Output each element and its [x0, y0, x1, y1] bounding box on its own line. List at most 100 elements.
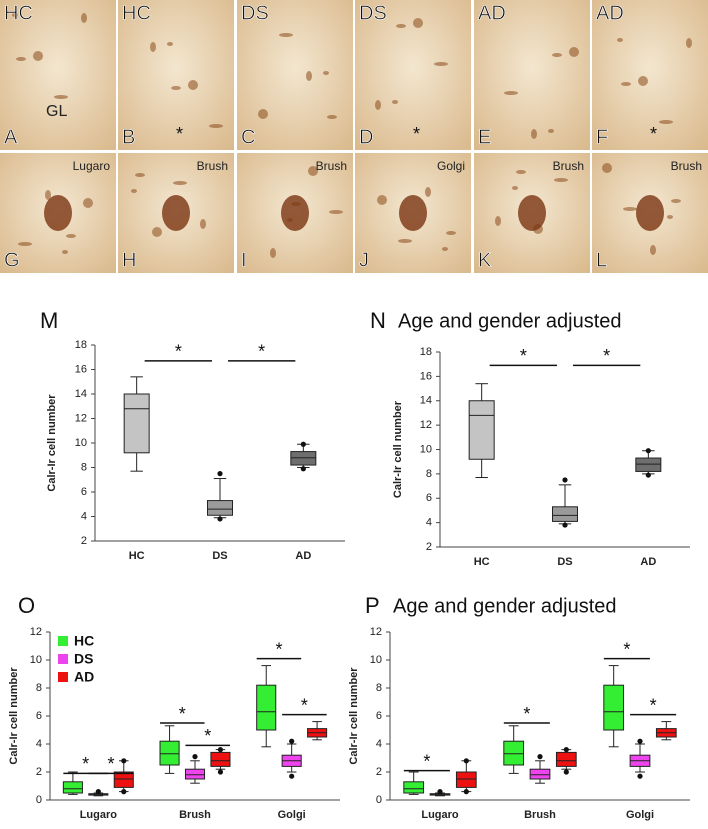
stained-cell: [650, 245, 656, 255]
outlier: [637, 773, 643, 779]
x-tick-label: AD: [640, 556, 656, 568]
panel-letter: F: [596, 126, 608, 148]
asterisk: *: [650, 124, 657, 144]
stained-cell: [686, 38, 692, 48]
stained-cell: [188, 80, 198, 90]
y-tick-label: 4: [376, 738, 382, 750]
stained-cell: [173, 181, 187, 185]
stained-cell: [398, 239, 412, 243]
asterisk: *: [176, 124, 183, 144]
legend-swatch: [58, 636, 68, 646]
stained-cell: [131, 189, 137, 193]
stained-cell: [392, 100, 398, 104]
outlier: [563, 747, 569, 753]
outlier: [645, 448, 651, 454]
y-tick-label: 12: [30, 626, 42, 638]
outlier: [217, 769, 224, 775]
y-tick-label: 12: [370, 626, 382, 638]
chart-title: Age and gender adjusted: [393, 595, 617, 617]
box: [455, 771, 477, 788]
y-tick-label: 12: [420, 419, 432, 431]
group-label: HC: [122, 2, 151, 24]
outlier: [217, 747, 224, 753]
cell-type: Brush: [197, 159, 228, 173]
outlier: [192, 754, 198, 760]
y-tick-label: 16: [420, 370, 432, 382]
group-label: DS: [241, 2, 269, 24]
stained-cell: [495, 216, 501, 226]
significance-mark: *: [108, 754, 115, 774]
stained-cell: [621, 82, 631, 86]
y-tick-label: 2: [36, 766, 42, 778]
panel-letter: E: [478, 126, 491, 148]
y-axis-label: Calr-Ir cell number: [348, 667, 360, 765]
stained-cell: [209, 124, 223, 128]
y-axis-label: Calr-Ir cell number: [46, 394, 58, 492]
stained-cell: [504, 91, 518, 95]
box: [290, 451, 317, 466]
stained-cell: [512, 186, 518, 190]
micrograph: [237, 0, 353, 150]
stained-cell: [279, 33, 293, 37]
box: [210, 751, 231, 767]
box: [529, 768, 551, 780]
significance-mark: *: [275, 639, 282, 659]
outlier: [300, 466, 306, 472]
cell-body: [518, 195, 546, 231]
significance-mark: *: [520, 346, 527, 366]
box: [552, 506, 578, 522]
box: [603, 684, 625, 731]
stained-cell: [12, 13, 18, 17]
x-tick-label: Golgi: [278, 809, 306, 821]
stained-cell: [167, 42, 173, 46]
stained-cell: [375, 100, 381, 110]
y-tick-label: 8: [81, 461, 87, 473]
stained-cell: [602, 163, 612, 173]
stained-cell: [270, 248, 276, 258]
panel-letter: J: [359, 249, 369, 271]
stained-cell: [617, 38, 623, 42]
significance-mark: *: [82, 754, 89, 774]
panel-letter: K: [478, 249, 492, 271]
box: [635, 457, 662, 472]
stained-cell: [62, 250, 68, 254]
cell-type: Brush: [316, 159, 347, 173]
micrograph: [474, 0, 590, 150]
significance-mark: *: [301, 695, 308, 715]
y-tick-label: 12: [75, 412, 87, 424]
cell-body: [44, 195, 72, 231]
stained-cell: [516, 170, 526, 174]
legend-label: HC: [74, 633, 94, 649]
stained-cell: [413, 18, 423, 28]
panel-letter: O: [18, 593, 35, 618]
x-tick-label: HC: [474, 556, 490, 568]
panel-letter: L: [596, 249, 607, 271]
outlier: [289, 738, 295, 744]
stained-cell: [638, 76, 648, 86]
y-tick-label: 4: [81, 510, 87, 522]
box: [555, 751, 577, 767]
outlier: [562, 522, 568, 528]
y-tick-label: 10: [75, 437, 87, 449]
legend-swatch: [58, 654, 68, 664]
x-tick-label: Brush: [179, 809, 211, 821]
significance-mark: *: [650, 695, 657, 715]
significance-mark: *: [179, 704, 186, 724]
significance-mark: *: [175, 342, 182, 362]
y-tick-label: 2: [81, 535, 87, 547]
stained-cell: [446, 231, 456, 235]
stained-cell: [442, 247, 448, 251]
y-tick-label: 8: [376, 682, 382, 694]
box: [184, 768, 206, 780]
y-tick-label: 10: [370, 654, 382, 666]
stained-cell: [200, 219, 206, 229]
y-tick-label: 14: [420, 395, 432, 407]
y-tick-label: 4: [426, 517, 432, 529]
box: [123, 393, 150, 454]
stained-cell: [434, 62, 448, 66]
stained-cell: [16, 57, 26, 61]
group-label: AD: [478, 2, 506, 24]
group-label: HC: [4, 2, 33, 24]
group-label: DS: [359, 2, 387, 24]
